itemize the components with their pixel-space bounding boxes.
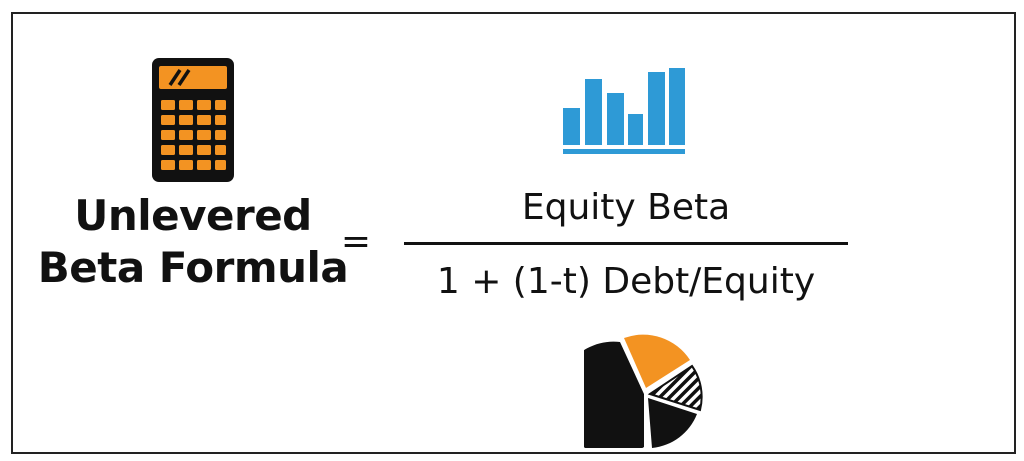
calculator-icon	[152, 58, 234, 182]
formula-numerator: Equity Beta	[521, 187, 731, 228]
bar-chart-icon	[563, 68, 685, 154]
equals-sign: =	[340, 221, 372, 262]
fraction-bar	[404, 242, 848, 245]
formula-name-line2: Beta Formula	[37, 243, 349, 292]
formula-denominator: 1 + (1-t) Debt/Equity	[436, 261, 816, 302]
formula-name-line1: Unlevered	[74, 191, 312, 240]
pie-chart-icon	[584, 334, 703, 448]
formula-name: Unlevered Beta Formula	[28, 190, 358, 294]
